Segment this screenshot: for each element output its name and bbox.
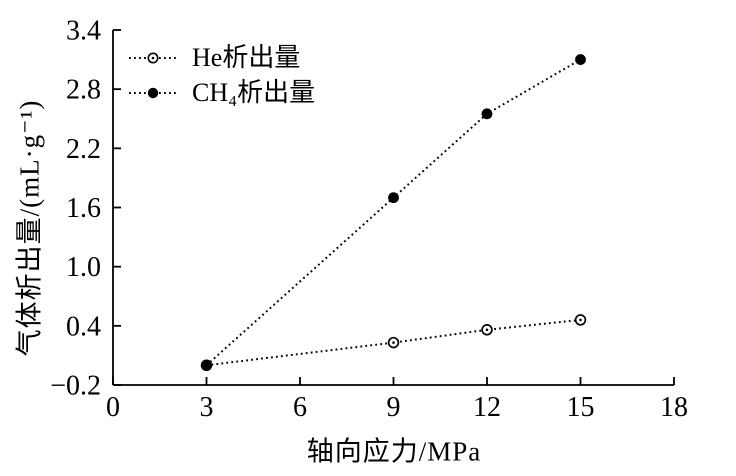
y-tick-label: 0.4 <box>66 311 101 342</box>
y-tick-label: 2.8 <box>66 75 101 106</box>
dotted-open-circle-marker-icon <box>129 52 177 63</box>
y-tick-label: 3.4 <box>66 16 101 47</box>
x-tick-label: 12 <box>473 392 501 423</box>
x-tick-label: 9 <box>387 392 401 423</box>
data-point-marker-ch4 <box>481 108 493 120</box>
legend: He析出量 CH₄析出量 <box>129 40 315 110</box>
x-tick-label: 0 <box>106 392 120 423</box>
dotted-filled-circle-marker-icon <box>129 87 177 98</box>
data-point-marker-center-dot <box>392 341 395 344</box>
x-axis-title: 轴向应力/MPa <box>306 436 482 467</box>
series-line-he <box>206 318 581 367</box>
legend-label-he: He析出量 <box>192 42 301 72</box>
data-point-marker-ch4 <box>575 54 586 65</box>
legend-label-ch4: CH₄析出量 <box>192 77 316 107</box>
y-tick-label: 1.6 <box>66 193 101 224</box>
y-axis-title: 气体析出量/(mL·g⁻¹) <box>14 99 45 357</box>
legend-item-ch4: CH₄析出量 <box>129 75 315 110</box>
x-tick-label: 15 <box>567 392 595 423</box>
y-tick-label: 2.2 <box>66 134 101 165</box>
legend-item-he: He析出量 <box>129 40 315 75</box>
x-tick-label: 18 <box>660 392 688 423</box>
y-tick-label: −0.2 <box>50 371 101 402</box>
x-tick-label: 3 <box>200 392 214 423</box>
series-line-ch4 <box>205 58 582 367</box>
data-point-marker-center-dot <box>485 328 489 332</box>
data-point-marker-ch4 <box>388 192 399 204</box>
x-tick-label: 6 <box>293 392 307 423</box>
y-tick-label: 1.0 <box>66 252 101 283</box>
data-point-marker-center-dot <box>579 318 582 322</box>
data-point-marker-ch4 <box>201 359 212 371</box>
